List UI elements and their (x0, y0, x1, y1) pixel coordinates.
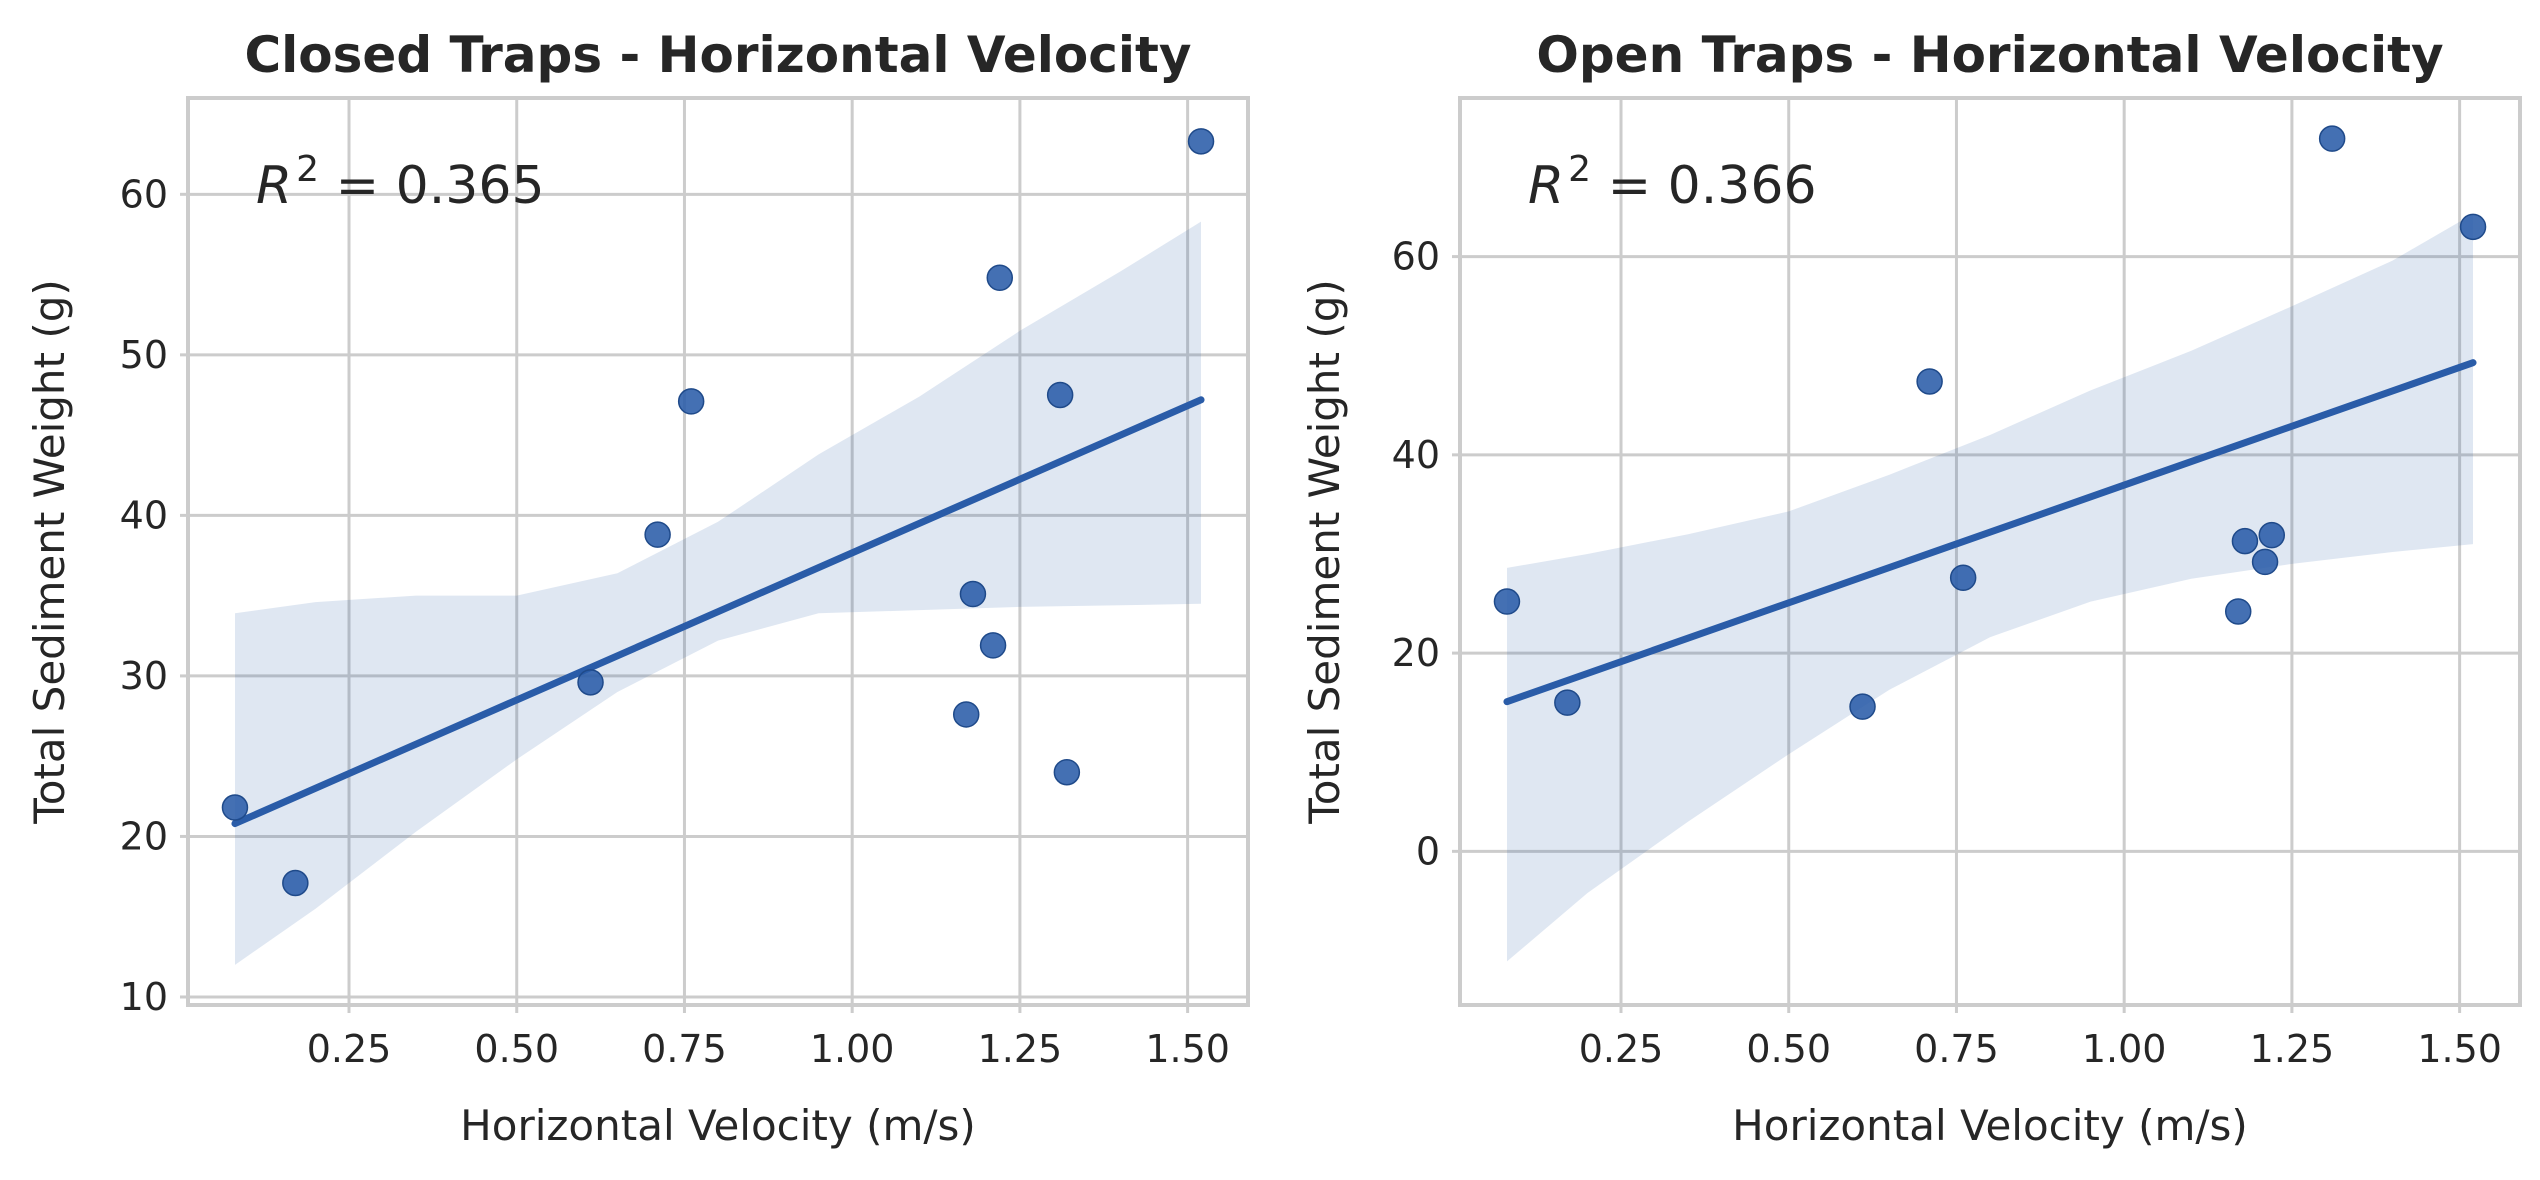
data-point (986, 264, 1014, 292)
r-symbol: R (256, 156, 292, 216)
r-value: = 0.366 (1591, 156, 1817, 216)
data-point (1053, 758, 1081, 786)
x-tick-label: 0.25 (307, 1027, 392, 1071)
plot-frame (1458, 96, 2522, 1007)
data-point (2318, 125, 2346, 152)
data-point (1949, 564, 1977, 592)
x-tick-label: 0.75 (642, 1027, 727, 1071)
y-axis-label: Total Sediment Weight (g) (25, 279, 74, 825)
y-axis-label: Total Sediment Weight (g) (1300, 279, 1349, 825)
r-exponent: 2 (1568, 149, 1591, 190)
r-exponent: 2 (296, 149, 319, 190)
y-tick-label: 60 (120, 172, 168, 216)
data-point (1187, 128, 1215, 155)
plot-frame (186, 96, 1250, 1007)
y-tick-label: 30 (120, 654, 168, 698)
x-tick-label: 1.50 (2417, 1027, 2502, 1071)
data-point (2224, 598, 2252, 625)
y-tick-label: 10 (120, 975, 168, 1019)
y-tick-label: 40 (1392, 433, 1440, 477)
y-tick-label: 60 (1392, 235, 1440, 279)
data-point (1493, 588, 1521, 615)
x-tick-label: 1.00 (2082, 1027, 2167, 1071)
data-point (677, 388, 705, 415)
x-tick-label: 0.50 (1746, 1027, 1831, 1071)
x-tick-label: 0.50 (474, 1027, 559, 1071)
chart-title: Open Traps - Horizontal Velocity (1536, 26, 2443, 84)
data-point (2231, 527, 2259, 555)
data-point (221, 794, 249, 821)
data-point (952, 701, 980, 728)
r-symbol: R (1528, 156, 1564, 216)
confidence-band (1507, 214, 2473, 962)
chart-panel-1: 0.25 0.50 0.75 1.00 1.25 1.50 10 20 30 40 50 60 Clos… (25, 26, 1250, 1150)
r-value: = 0.365 (319, 156, 545, 216)
data-point (959, 580, 987, 608)
data-point (1849, 693, 1876, 720)
y-tick-label: 20 (1392, 631, 1440, 675)
data-point (979, 632, 1007, 659)
x-tick-label: 0.25 (1579, 1027, 1664, 1071)
data-point (644, 521, 671, 548)
x-tick-label: 1.50 (1145, 1027, 1230, 1071)
data-point (2251, 548, 2279, 576)
data-point (282, 869, 309, 897)
data-point (1046, 381, 1074, 409)
data-point (2258, 521, 2286, 549)
data-point (1554, 689, 1581, 716)
confidence-band (235, 221, 1201, 965)
y-tick-label: 40 (120, 493, 168, 537)
y-tick-label: 20 (120, 814, 168, 858)
x-axis-label: Horizontal Velocity (m/s) (460, 1101, 976, 1150)
x-tick-label: 1.25 (978, 1027, 1063, 1071)
y-tick-label: 50 (120, 333, 168, 377)
x-tick-label: 0.75 (1914, 1027, 1999, 1071)
chart-title: Closed Traps - Horizontal Velocity (244, 26, 1191, 84)
regression-line (1503, 359, 2477, 706)
x-tick-label: 1.25 (2250, 1027, 2335, 1071)
data-point (577, 669, 604, 696)
data-point (1916, 368, 1943, 395)
regression-line (231, 396, 1205, 828)
y-tick-label: 0 (1416, 829, 1440, 873)
data-point (2459, 213, 2487, 241)
x-axis-label: Horizontal Velocity (m/s) (1732, 1101, 2248, 1150)
chart-panel-2: 0.25 0.50 0.75 1.00 1.25 1.50 0 20 40 60 Open Trap… (1300, 26, 2522, 1150)
x-tick-label: 1.00 (810, 1027, 895, 1071)
